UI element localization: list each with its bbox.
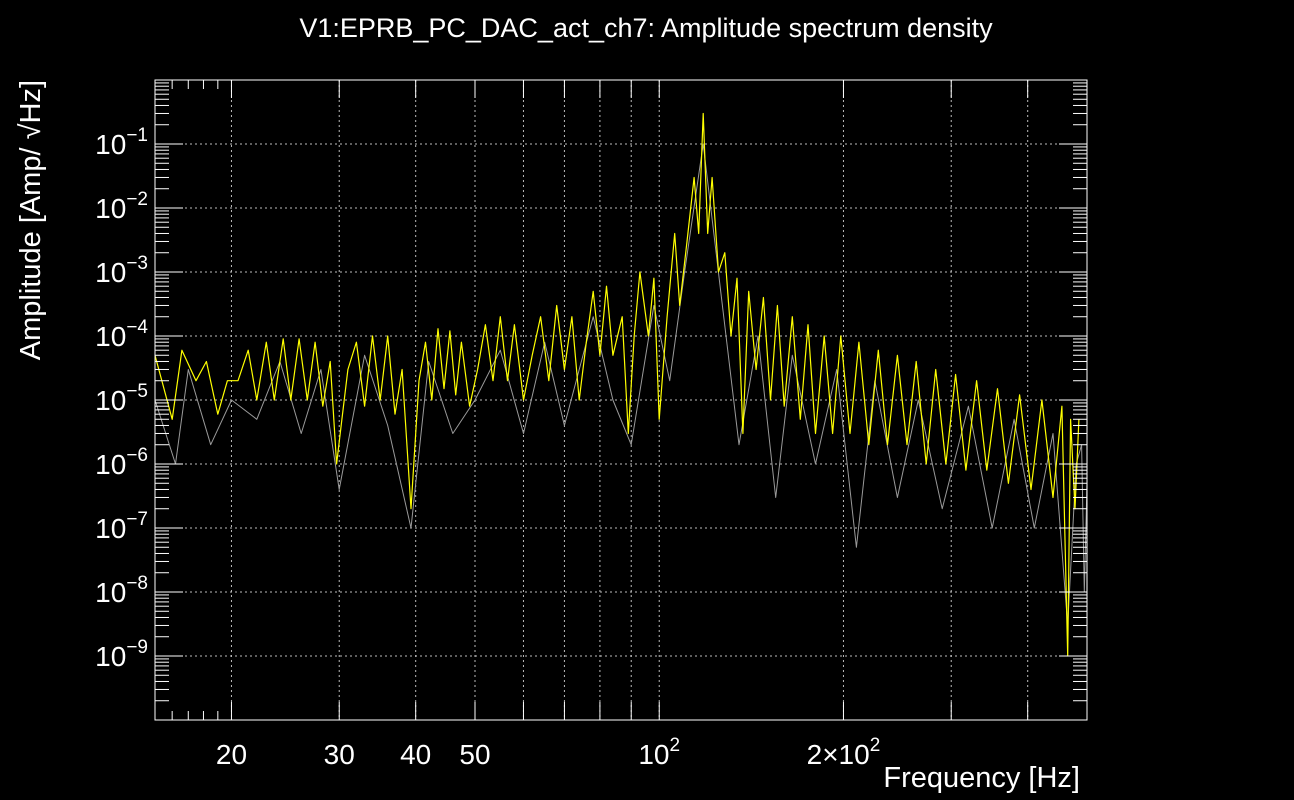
y-tick-label-exponent: −8 [126, 573, 148, 594]
y-tick-label: 10−7 [95, 509, 148, 544]
tick-marks [155, 80, 1088, 720]
y-axis-label: Amplitude [Amp/ √Hz] [15, 80, 47, 360]
y-tick-label-base: 10 [95, 257, 126, 288]
x-tick-label: 50 [459, 739, 490, 770]
y-tick-label-exponent: −9 [126, 637, 148, 658]
y-tick-label: 10−8 [95, 573, 148, 608]
x-tick-label: 40 [400, 739, 431, 770]
y-tick-label: 10−9 [95, 637, 148, 672]
chart-title: V1:EPRB_PC_DAC_act_ch7: Amplitude spectr… [299, 13, 993, 43]
y-tick-label-base: 10 [95, 193, 126, 224]
x-tick-label: 20 [216, 739, 247, 770]
y-tick-label-exponent: −7 [126, 509, 148, 530]
x-tick-label-exponent: 2 [870, 735, 881, 756]
y-tick-label: 10−3 [95, 253, 148, 288]
x-axis-label: Frequency [Hz] [883, 762, 1080, 794]
y-tick-label-exponent: −5 [126, 381, 148, 402]
y-tick-label-exponent: −1 [126, 125, 148, 146]
y-tick-label-exponent: −2 [126, 189, 148, 210]
x-tick-label: 30 [324, 739, 355, 770]
series-line [154, 112, 1080, 657]
y-tick-label-base: 10 [95, 577, 126, 608]
x-tick-labels: 20 30 40 50 102 2×102 [216, 735, 880, 770]
y-tick-label-exponent: −6 [126, 445, 148, 466]
series-group [154, 112, 1088, 657]
x-tick-label-base: 2×10 [807, 739, 870, 770]
y-tick-label: 10−5 [95, 381, 148, 416]
y-tick-labels: 10−110−210−310−410−510−610−710−810−9 [95, 125, 148, 672]
y-tick-label: 10−6 [95, 445, 148, 480]
y-tick-label: 10−2 [95, 189, 148, 224]
x-tick-label: 2×102 [807, 735, 881, 770]
y-tick-label-base: 10 [95, 129, 126, 160]
y-tick-label-base: 10 [95, 385, 126, 416]
x-tick-label-exponent: 2 [670, 735, 681, 756]
x-tick-label-base: 10 [638, 739, 669, 770]
y-tick-label-base: 10 [95, 321, 126, 352]
x-tick-label: 102 [638, 735, 680, 770]
y-tick-label-base: 10 [95, 449, 126, 480]
y-tick-label-base: 10 [95, 641, 126, 672]
y-tick-label: 10−4 [95, 317, 148, 352]
y-tick-label-base: 10 [95, 513, 126, 544]
y-tick-label: 10−1 [95, 125, 148, 160]
series-line [154, 143, 1088, 626]
y-tick-label-exponent: −3 [126, 253, 148, 274]
y-tick-label-exponent: −4 [126, 317, 148, 338]
